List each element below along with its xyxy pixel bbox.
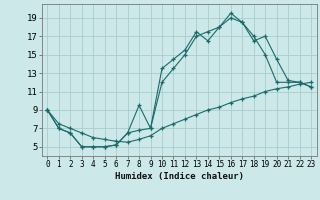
X-axis label: Humidex (Indice chaleur): Humidex (Indice chaleur) — [115, 172, 244, 181]
